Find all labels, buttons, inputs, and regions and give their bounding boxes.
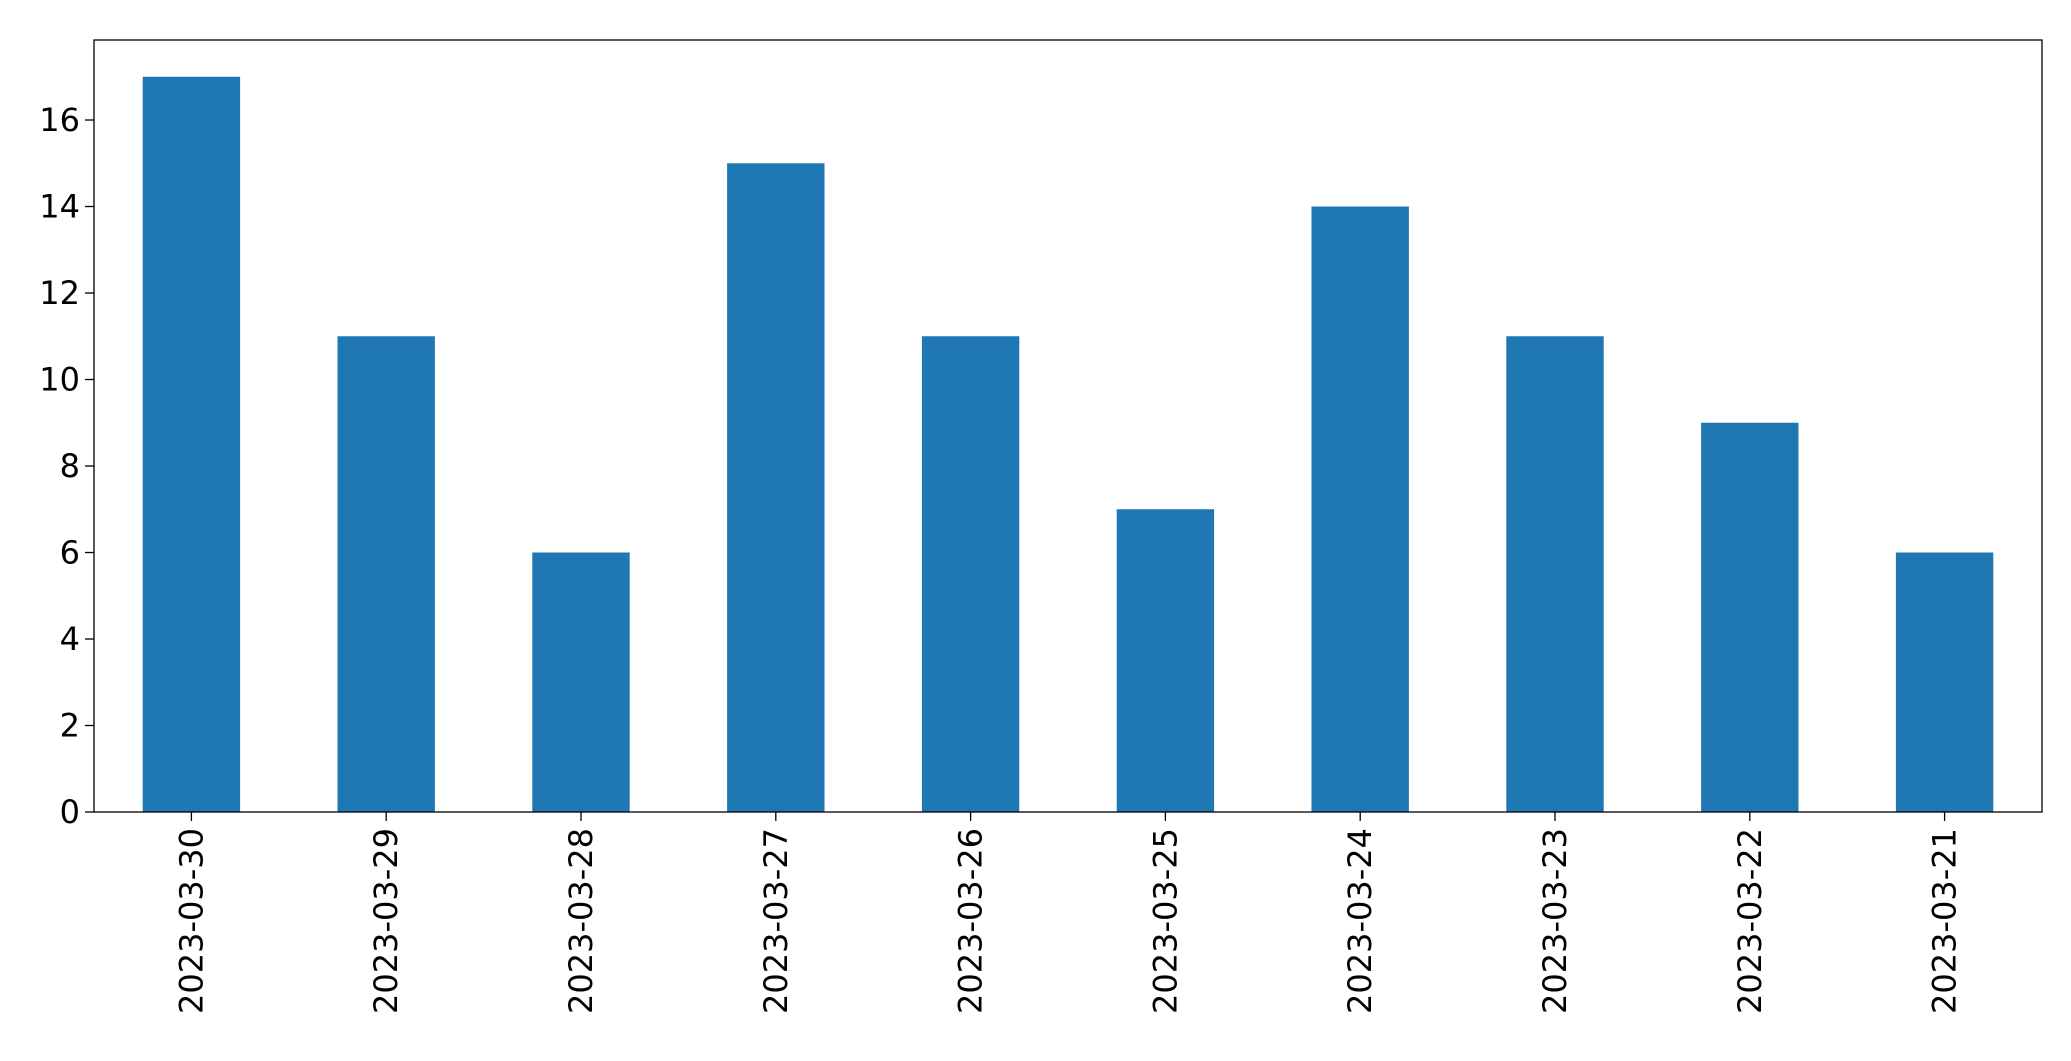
y-tick-label: 10: [39, 361, 80, 399]
y-tick-label: 14: [39, 188, 80, 226]
bar: [1311, 206, 1409, 812]
y-tick-label: 8: [60, 447, 80, 485]
x-tick-label: 2023-03-28: [562, 828, 600, 1014]
bar: [1116, 509, 1215, 812]
x-tick-label: 2023-03-25: [1146, 828, 1184, 1014]
y-tick-label: 12: [39, 274, 80, 312]
x-tick-label: 2023-03-30: [172, 828, 210, 1014]
x-tick-label: 2023-03-27: [757, 828, 795, 1014]
bar: [727, 163, 825, 812]
bar: [1701, 422, 1799, 812]
bar: [532, 552, 630, 812]
y-tick-label: 2: [60, 707, 80, 745]
plot-frame: [93, 39, 2043, 813]
x-tick-label: 2023-03-29: [367, 828, 405, 1014]
bar: [921, 336, 1020, 812]
bar: [142, 76, 241, 812]
x-tick-label: 2023-03-24: [1341, 828, 1379, 1014]
bar: [337, 336, 435, 812]
y-tick-label: 0: [60, 793, 80, 831]
x-tick-label: 2023-03-21: [1926, 828, 1964, 1014]
y-tick-label: 16: [39, 101, 80, 139]
x-tick-label: 2023-03-26: [952, 828, 990, 1014]
x-tick-label: 2023-03-22: [1731, 828, 1769, 1014]
y-tick-label: 4: [60, 620, 80, 658]
bar: [1506, 336, 1604, 812]
y-tick-label: 6: [60, 534, 80, 572]
x-tick-label: 2023-03-23: [1536, 828, 1574, 1014]
bar: [1895, 552, 1994, 812]
